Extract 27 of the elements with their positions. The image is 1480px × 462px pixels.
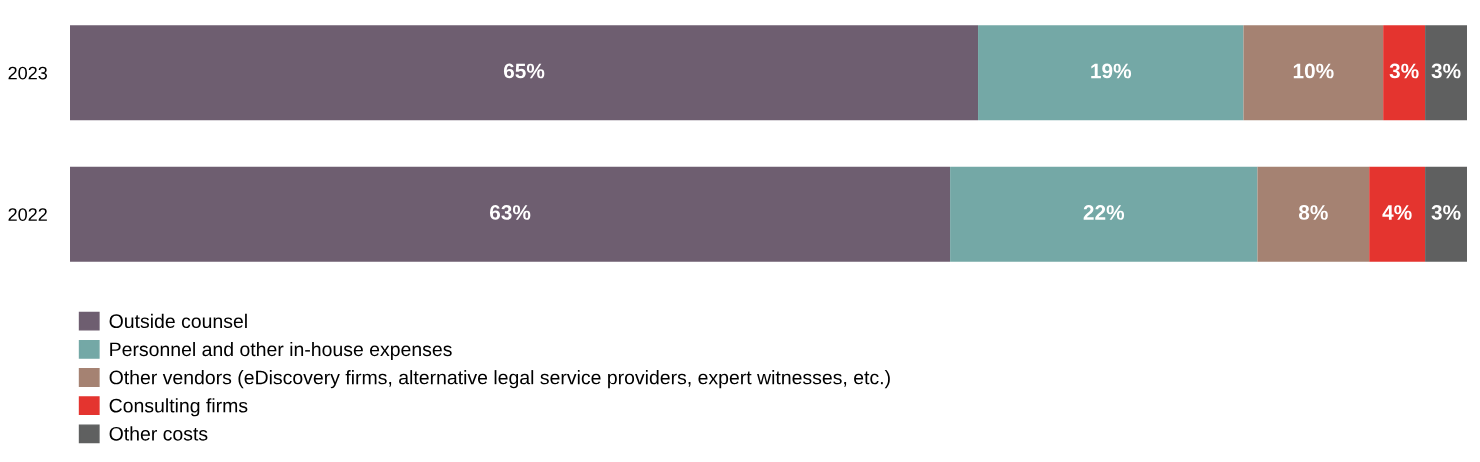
data-label: 22%: [1083, 205, 1125, 220]
legend-label: Outside counsel: [109, 313, 247, 329]
legend-label: Other costs: [109, 426, 208, 441]
data-label: 63%: [489, 205, 531, 220]
bar: [70, 166, 951, 262]
data-label: 3%: [1431, 63, 1461, 79]
legend-label: Other vendors (eDiscovery firms, alternative legal service providers, expert witnesses, etc.): [109, 370, 890, 389]
legend-label: Personnel and other in-house expenses: [110, 341, 452, 361]
bar: [978, 25, 1244, 121]
data-label: 4%: [1382, 205, 1412, 220]
bar: [1257, 166, 1370, 262]
bar: [1243, 25, 1384, 121]
bar: [1383, 25, 1426, 121]
y-tick-label: 2022: [8, 208, 47, 221]
bar: [70, 25, 979, 121]
bar: [950, 166, 1258, 262]
legend-label: Consulting firms: [109, 398, 248, 417]
y-tick-label: 2023: [8, 66, 47, 80]
bar: [1369, 166, 1426, 262]
data-label: 8%: [1298, 205, 1328, 220]
data-label: 3%: [1389, 63, 1419, 79]
data-label: 65%: [503, 63, 545, 79]
data-label: 10%: [1293, 63, 1334, 79]
data-label: 3%: [1431, 205, 1461, 220]
data-label: 19%: [1091, 63, 1132, 79]
bar: [1425, 25, 1467, 121]
bar: [1425, 166, 1467, 262]
